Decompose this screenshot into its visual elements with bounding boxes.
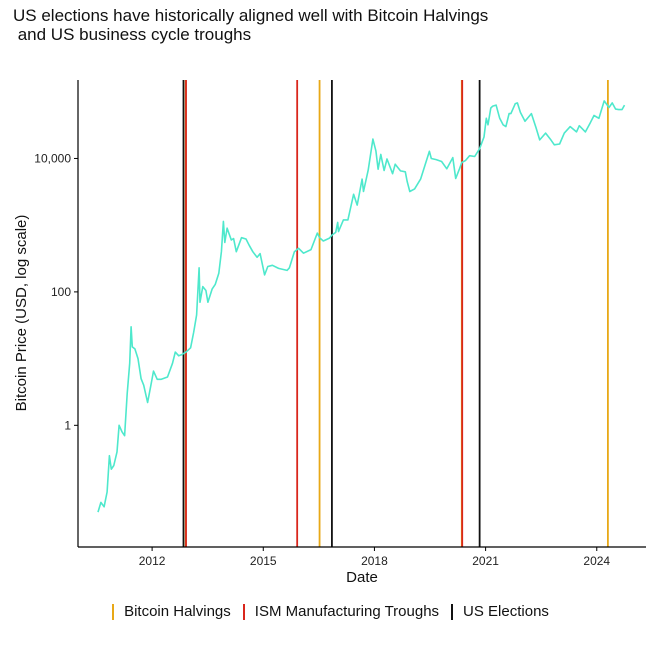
legend: Bitcoin Halvings ISM Manufacturing Troug…: [0, 603, 661, 620]
legend-item-halving: Bitcoin Halvings: [112, 603, 231, 620]
legend-item-election: US Elections: [451, 603, 549, 620]
y-tick-label-2: 10,000: [34, 151, 71, 165]
y-tick-label-0: 1: [64, 418, 71, 432]
y-tick-label-1: 100: [51, 285, 71, 299]
x-tick-label-1: 2015: [250, 554, 277, 568]
series-line-0: [97, 100, 626, 513]
x-tick-label-3: 2021: [472, 554, 499, 568]
x-tick-label-4: 2024: [583, 554, 610, 568]
axes: [77, 80, 646, 548]
series-group: [97, 100, 626, 513]
legend-swatch-ism-trough: [242, 603, 245, 620]
legend-swatch-halving: [112, 603, 115, 620]
vertical-reference-lines: [182, 80, 609, 547]
legend-item-ism-trough: ISM Manufacturing Troughs: [242, 603, 440, 620]
y-ticks: 1 100 10,000: [34, 151, 78, 432]
legend-swatch-election: [451, 603, 454, 620]
legend-label-ism-trough: ISM Manufacturing Troughs: [254, 603, 440, 620]
x-tick-label-0: 2012: [139, 554, 166, 568]
x-ticks: 2012 2015 2018 2021 2024: [139, 547, 610, 568]
x-axis-title: Date: [346, 569, 378, 586]
legend-label-election: US Elections: [463, 603, 549, 620]
chart-title: US elections have historically aligned w…: [13, 6, 489, 44]
y-axis-title: Bitcoin Price (USD, log scale): [13, 215, 30, 412]
x-tick-label-2: 2018: [361, 554, 388, 568]
legend-label-halving: Bitcoin Halvings: [124, 603, 231, 620]
